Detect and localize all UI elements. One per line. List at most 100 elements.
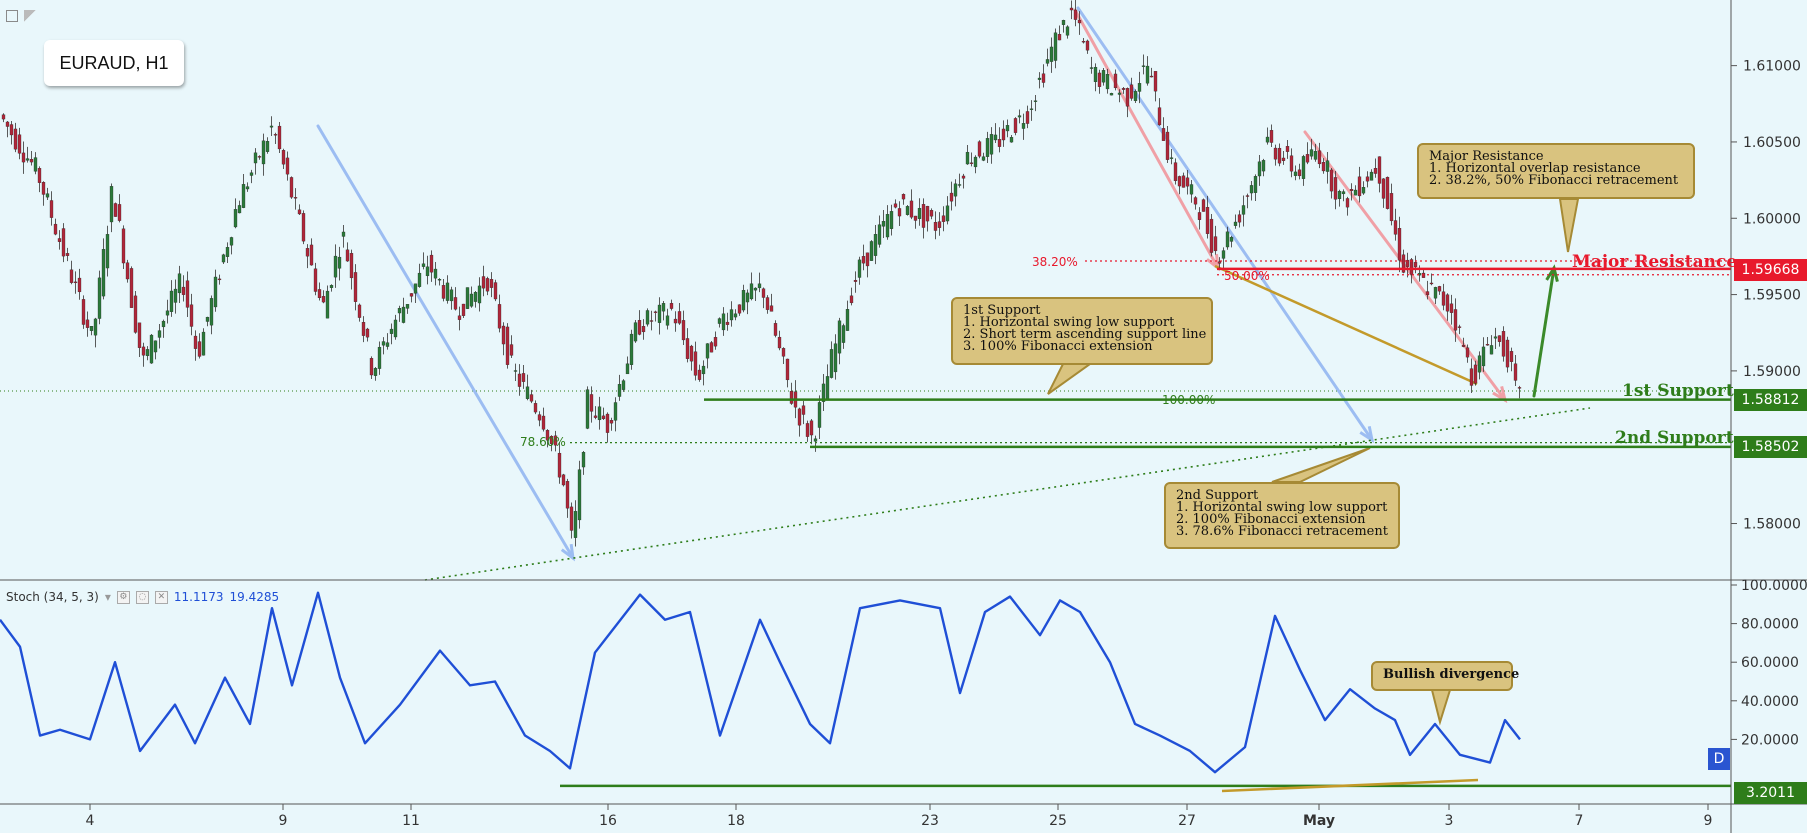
level-lines bbox=[570, 260, 1731, 449]
candle-body bbox=[1185, 177, 1190, 187]
candle-body bbox=[1273, 147, 1278, 160]
candle-body bbox=[705, 343, 710, 359]
candle-body bbox=[441, 285, 446, 299]
candle-body bbox=[1117, 92, 1122, 95]
candle-body bbox=[965, 151, 970, 165]
candle-body bbox=[697, 369, 702, 380]
candle-body bbox=[801, 405, 806, 415]
candle-body bbox=[1025, 111, 1030, 124]
candle-body bbox=[857, 259, 862, 278]
candle-body bbox=[1145, 65, 1150, 84]
candle-body bbox=[625, 363, 630, 375]
candle-body bbox=[433, 268, 438, 279]
candle-body bbox=[297, 209, 302, 215]
candle-body bbox=[845, 309, 850, 331]
candle-body bbox=[1217, 261, 1222, 264]
candle-body bbox=[525, 386, 530, 399]
close-icon[interactable]: ✕ bbox=[154, 590, 168, 604]
candle-body bbox=[1129, 84, 1134, 99]
candle-body bbox=[1493, 336, 1498, 339]
chevron-down-icon[interactable]: ▾ bbox=[104, 590, 111, 604]
flag-icon[interactable] bbox=[24, 10, 36, 22]
candle-body bbox=[1409, 259, 1414, 275]
candle-body bbox=[577, 469, 582, 521]
candle-body bbox=[1313, 150, 1318, 160]
candle-body bbox=[841, 325, 846, 343]
candle-body bbox=[237, 205, 242, 214]
candle-body bbox=[785, 358, 790, 381]
candle-body bbox=[109, 186, 114, 223]
candle-body bbox=[1445, 294, 1450, 312]
candle-body bbox=[1125, 88, 1130, 107]
candle-body bbox=[1157, 107, 1162, 126]
price-tick-label: 1.59500 bbox=[1743, 288, 1801, 304]
callout-line: 1. Horizontal swing low support bbox=[963, 315, 1175, 330]
candle-body bbox=[25, 158, 30, 161]
candle-body bbox=[1137, 83, 1142, 92]
candle-body bbox=[817, 402, 822, 428]
candle-body bbox=[57, 238, 62, 242]
candle-body bbox=[1093, 66, 1098, 83]
time-tick-label: 4 bbox=[86, 813, 95, 829]
candle-body bbox=[1517, 387, 1522, 389]
candle-body bbox=[989, 134, 994, 155]
candle-body bbox=[717, 318, 722, 324]
candle-body bbox=[377, 346, 382, 369]
candle-body bbox=[1393, 220, 1398, 235]
candle-body bbox=[305, 248, 310, 257]
candle-body bbox=[1053, 32, 1058, 61]
candle-body bbox=[1341, 191, 1346, 195]
candle-body bbox=[1429, 282, 1434, 285]
candle-body bbox=[1017, 115, 1022, 118]
candle-body bbox=[281, 150, 286, 165]
candle-body bbox=[1433, 287, 1438, 299]
candle-body bbox=[353, 272, 358, 302]
blue-projection-arrow-head bbox=[1359, 425, 1375, 444]
candle-body bbox=[489, 279, 494, 288]
candle-body bbox=[641, 326, 646, 333]
hide-icon[interactable]: ◌ bbox=[135, 590, 149, 604]
price-tick-label: 1.59000 bbox=[1743, 364, 1801, 380]
second-support-callout: 2nd Support 1. Horizontal swing low supp… bbox=[1164, 482, 1400, 549]
candle-body bbox=[585, 389, 590, 429]
settings-icon[interactable]: ⚙ bbox=[116, 590, 130, 604]
callout-line: 1. Horizontal swing low support bbox=[1176, 500, 1388, 515]
candle-body bbox=[609, 420, 614, 424]
candle-body bbox=[389, 328, 394, 334]
candle-body bbox=[1453, 309, 1458, 331]
candle-body bbox=[1265, 136, 1270, 143]
candle-body bbox=[921, 204, 926, 228]
candle-body bbox=[1225, 231, 1230, 248]
d-badge[interactable]: D bbox=[1708, 748, 1730, 770]
candle-body bbox=[1357, 176, 1362, 197]
candle-body bbox=[1397, 228, 1402, 261]
candle-body bbox=[249, 172, 254, 176]
candle-body bbox=[1177, 176, 1182, 187]
red-swing-arrow bbox=[1073, 8, 1220, 270]
candle-body bbox=[1081, 41, 1086, 43]
candle-body bbox=[397, 308, 402, 314]
candle-body bbox=[853, 279, 858, 282]
candle-body bbox=[53, 223, 58, 235]
candle-body bbox=[701, 365, 706, 375]
candle-body bbox=[753, 287, 758, 291]
candle-body bbox=[137, 322, 142, 348]
candle-body bbox=[1253, 176, 1258, 193]
candle-body bbox=[901, 194, 906, 200]
candle-body bbox=[33, 157, 38, 172]
candle-body bbox=[1277, 147, 1282, 164]
candle-body bbox=[1037, 77, 1042, 80]
candle-body bbox=[737, 304, 742, 314]
collapse-icon[interactable] bbox=[6, 10, 18, 22]
candle-body bbox=[477, 285, 482, 304]
candle-body bbox=[1013, 118, 1018, 133]
candle-body bbox=[829, 349, 834, 378]
candle-body bbox=[549, 436, 554, 445]
candle-body bbox=[621, 380, 626, 390]
time-tick-label: 23 bbox=[921, 813, 939, 829]
ascending-support-line bbox=[424, 407, 1591, 581]
candle-body bbox=[925, 205, 930, 222]
candle-body bbox=[685, 338, 690, 359]
